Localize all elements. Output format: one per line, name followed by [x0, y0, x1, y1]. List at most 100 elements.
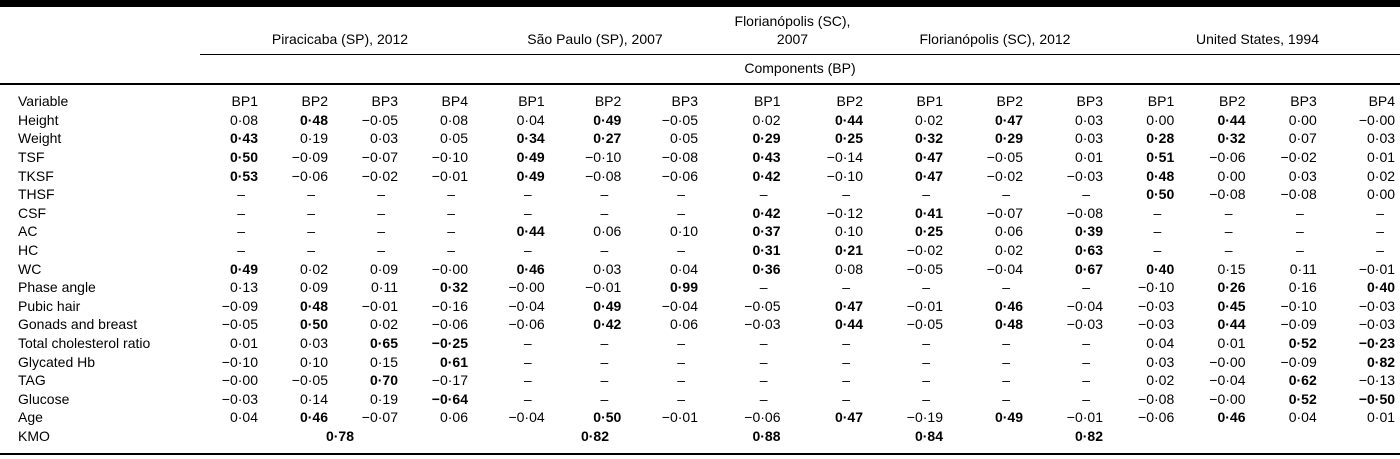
loading-value-cell: −0·10 [585, 149, 622, 165]
loading-value-cell: 0·47 [834, 409, 863, 426]
loading-value-cell: 0·01 [1367, 149, 1396, 165]
loading-value-cell: 0·09 [369, 260, 398, 277]
kmo-value-cell: 0·82 [580, 427, 609, 444]
row-label: TKSF [18, 167, 54, 184]
loading-value-cell: −0·64 [431, 390, 468, 407]
loading-value-cell: 0·08 [229, 111, 258, 128]
corner-cell [0, 7, 200, 54]
components-table: Piracicaba (SP), 2012 São Paulo (SP), 200… [0, 7, 1400, 455]
kmo-row: KMO 0·78 0·82 0·88 0·84 0·82 [0, 427, 1400, 454]
missing-value-cell: – [377, 186, 385, 203]
loading-value-cell: 0·52 [1288, 334, 1317, 351]
bp-column-header: BP2 [836, 92, 863, 109]
loading-value-cell: 0·32 [439, 279, 468, 296]
loading-value-cell: 0·65 [369, 334, 398, 351]
loading-value-cell: 0·03 [593, 260, 622, 277]
loading-value-cell: −0·23 [1358, 334, 1396, 351]
missing-value-cell: – [1082, 334, 1090, 351]
loading-value-cell: 0·42 [752, 167, 781, 184]
table-row: HC – – – – – – – 0·31 0·21 −0·02 0·02 0·63 – – – – [0, 241, 1400, 260]
loading-value-cell: −0·06 [1138, 409, 1175, 426]
loading-value-cell: −0·06 [291, 167, 328, 184]
loading-value-cell: 0·06 [669, 316, 698, 333]
missing-value-cell: – [600, 334, 609, 351]
bp-column-header: BP4 [441, 92, 468, 109]
bp-column-header: BP1 [518, 92, 545, 109]
loading-value-cell: 0·44 [516, 223, 545, 240]
loading-value-cell: 0·46 [994, 297, 1023, 314]
missing-value-cell: – [922, 390, 930, 407]
loading-value-cell: 0·04 [229, 409, 258, 426]
loading-value-cell: −0·03 [744, 316, 781, 333]
loading-value-cell: 0·48 [994, 316, 1023, 333]
loading-value-cell: −0·01 [431, 167, 468, 184]
missing-value-cell: – [677, 353, 685, 370]
missing-value-cell: – [1224, 241, 1233, 258]
loading-value-cell: 0·51 [1146, 149, 1175, 165]
loading-value-cell: 0·00 [1367, 186, 1396, 203]
missing-value-cell: – [600, 372, 609, 389]
loading-value-cell: 0·49 [516, 149, 545, 165]
loading-value-cell: 0·27 [593, 130, 622, 147]
kmo-value-cell: 0·84 [914, 427, 943, 444]
row-label: CSF [18, 204, 46, 221]
loading-value-cell: −0·08 [1066, 204, 1103, 221]
row-label: AC [18, 223, 38, 240]
table-row: Phase angle 0·13 0·09 0·11 0·32 −0·00 −0·01 0·9… [0, 278, 1400, 297]
loading-value-cell: −0·01 [661, 409, 698, 426]
loading-value-cell: −0·01 [906, 297, 943, 314]
loading-value-cell: −0·00 [1358, 111, 1396, 128]
loading-value-cell: 0·00 [1288, 111, 1317, 128]
missing-value-cell: – [1002, 334, 1010, 351]
loading-value-cell: −0·03 [1066, 167, 1103, 184]
loading-value-cell: −0·03 [1138, 316, 1175, 333]
missing-value-cell: – [447, 186, 455, 203]
loading-value-cell: 0·49 [229, 260, 258, 277]
loading-value-cell: 0·47 [914, 149, 943, 165]
loading-value-cell: 0·14 [299, 390, 328, 407]
loading-value-cell: 0·47 [914, 167, 943, 184]
row-label: HC [18, 241, 39, 258]
loading-value-cell: 0·25 [914, 223, 943, 240]
missing-value-cell: – [447, 241, 455, 258]
loading-value-cell: 0·02 [994, 241, 1023, 258]
loading-value-cell: −0·10 [826, 167, 863, 184]
table-row: TAG −0·00 −0·05 0·70 −0·17 – – – – – – – – 0·02 −0·04 0… [0, 371, 1400, 390]
bp-column-header: BP2 [996, 92, 1023, 109]
loading-value-cell: 0·02 [752, 111, 781, 128]
loading-value-cell: 0·47 [994, 111, 1023, 128]
missing-value-cell: – [307, 241, 315, 258]
missing-value-cell: – [922, 334, 930, 351]
table-row: Pubic hair −0·09 0·48 −0·01 −0·16 −0·04 0·49 −0… [0, 297, 1400, 316]
loading-value-cell: −0·16 [431, 297, 468, 314]
loading-value-cell: 0·48 [299, 297, 328, 314]
loading-value-cell: −0·00 [508, 279, 545, 296]
loading-value-cell: 0·04 [1146, 334, 1175, 351]
loading-value-cell: 0·50 [593, 409, 622, 426]
loading-value-cell: 0·03 [1074, 130, 1103, 147]
missing-value-cell: – [1376, 204, 1385, 221]
loading-value-cell: −0·14 [826, 149, 863, 165]
loading-value-cell: 0·08 [439, 111, 468, 128]
row-label: WC [18, 260, 42, 277]
row-label: TSF [18, 149, 45, 165]
missing-value-cell: – [842, 334, 850, 351]
components-spanner-label: Components (BP) [200, 54, 1400, 85]
table-row: Glycated Hb −0·10 0·10 0·15 0·61 – – – – – – – – 0·03… [0, 353, 1400, 372]
components-spanner-row: Components (BP) [0, 54, 1400, 85]
missing-value-cell: – [1002, 353, 1010, 370]
loading-value-cell: 0·44 [834, 316, 863, 333]
column-group-header: Florianópolis (SC), 2012 [874, 7, 1115, 55]
loading-value-cell: 0·45 [1217, 297, 1246, 314]
kmo-value-cell: 0·88 [752, 427, 781, 444]
loading-value-cell: 0·15 [1217, 260, 1246, 277]
missing-value-cell: – [1002, 372, 1010, 389]
loading-value-cell: 0·50 [1146, 186, 1175, 203]
loading-value-cell: −0·25 [431, 334, 468, 351]
missing-value-cell: – [523, 390, 532, 407]
loading-value-cell: −0·08 [661, 149, 698, 165]
loading-value-cell: 0·63 [1074, 241, 1103, 258]
loading-value-cell: 0·61 [439, 353, 468, 370]
loading-value-cell: 0·21 [834, 241, 863, 258]
missing-value-cell: – [677, 372, 685, 389]
